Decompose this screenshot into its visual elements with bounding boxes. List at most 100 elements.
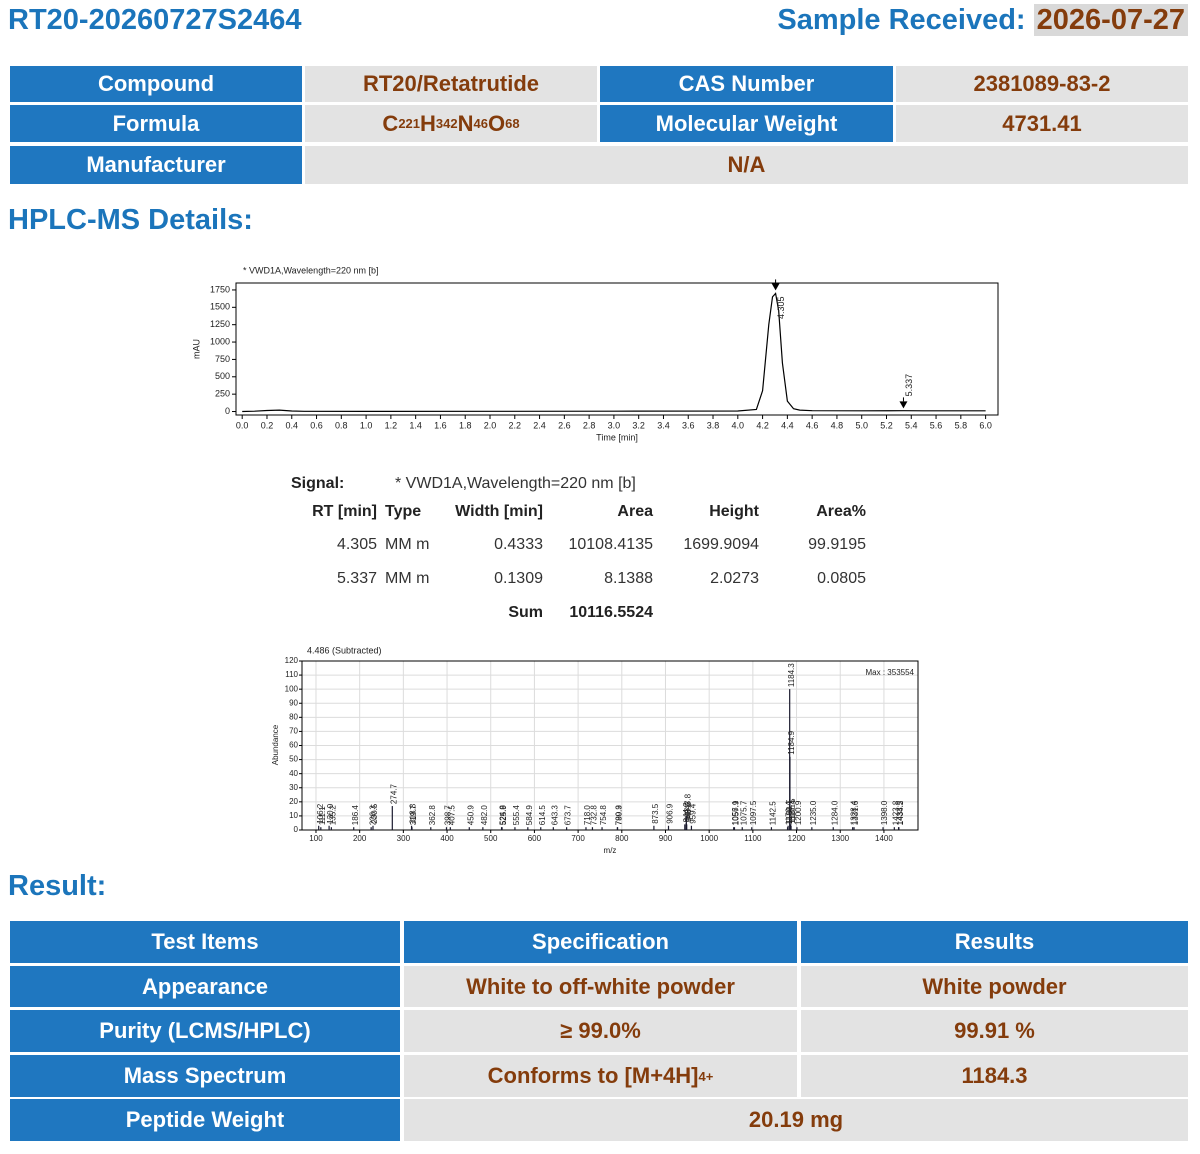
- column-header: Area%: [816, 503, 866, 520]
- x-tick-label: 400: [440, 834, 454, 843]
- sum: 10116.5524: [569, 604, 653, 621]
- x-tick-label: 5.2: [880, 420, 893, 430]
- received-label: Sample Received:: [777, 4, 1026, 36]
- y-tick-label: 80: [289, 712, 298, 721]
- peak-label: 1097.5: [749, 800, 758, 825]
- column-header: Height: [709, 503, 759, 520]
- peak-label: 1235.0: [809, 800, 818, 825]
- x-tick-label: 0.0: [236, 420, 249, 430]
- peak-label: 106.2: [316, 803, 325, 824]
- peak-label: 1184.3: [787, 663, 796, 687]
- x-tick-label: 1300: [831, 834, 849, 843]
- peak-label: 135.2: [328, 805, 337, 826]
- peak-label: 1434.2: [896, 800, 905, 825]
- peak-label: 643.3: [550, 805, 559, 826]
- x-tick-label: 1.0: [360, 420, 373, 430]
- peak-label: 318.8: [409, 803, 418, 824]
- peak-label: 319.7: [409, 805, 418, 826]
- x-tick-label: 4.6: [806, 420, 819, 430]
- x-tick-label: 3.2: [632, 420, 645, 430]
- peak-label: 944.2: [682, 802, 691, 823]
- peak-label: 718.0: [583, 805, 592, 826]
- peak-label: 1328.4: [850, 800, 859, 825]
- value-cell: 1184.3: [801, 1055, 1188, 1097]
- cell: 4.305: [336, 536, 377, 553]
- peak-label: 111.1: [318, 806, 327, 825]
- x-tick-label: 5.4: [905, 420, 918, 430]
- peak-marker: [899, 401, 908, 409]
- x-tick-label: 5.6: [930, 420, 943, 430]
- peak-label: 1433.5: [896, 800, 905, 825]
- x-tick-label: 0.6: [310, 420, 323, 430]
- formula: C 221 H 342 N 46 O 68: [305, 105, 597, 142]
- column-header: RT [min]: [312, 503, 377, 520]
- y-tick-label: 50: [289, 755, 298, 764]
- cell: 2.0273: [710, 570, 759, 587]
- y-tick-label: 110: [285, 670, 298, 679]
- x-tick-label: 2.6: [558, 420, 571, 430]
- peak-label: 959.4: [689, 803, 698, 824]
- cell: 0.4333: [494, 536, 543, 553]
- x-axis-label: m/z: [604, 846, 617, 855]
- value-cell: ≥ 99.0%: [404, 1010, 797, 1052]
- peak-label: 407.5: [447, 805, 456, 826]
- x-tick-label: 500: [484, 834, 498, 843]
- label-cell: Peptide Weight: [10, 1099, 400, 1141]
- x-tick-label: 0.4: [285, 420, 298, 430]
- peak-label: 1056.1: [731, 800, 740, 825]
- x-tick-label: 1200: [788, 834, 806, 843]
- label-cell: Compound: [10, 66, 302, 102]
- label-cell: Mass Spectrum: [10, 1055, 400, 1097]
- x-tick-label: 1400: [875, 834, 893, 843]
- x-tick-label: 3.4: [657, 420, 670, 430]
- x-tick-label: 700: [571, 834, 585, 843]
- peak-label: 948.6: [684, 802, 693, 823]
- peak-label: 732.8: [590, 805, 599, 826]
- peak-label: 906.9: [666, 803, 675, 824]
- peak-label: 450.9: [466, 805, 475, 826]
- peak-label: 789.9: [614, 805, 623, 826]
- y-axis-label: mAU: [191, 339, 201, 359]
- x-tick-label: 2.2: [509, 420, 522, 430]
- peak-label: 226.3: [368, 805, 377, 826]
- x-tick-label: 0.2: [261, 420, 274, 430]
- sum-label: Sum: [508, 604, 543, 621]
- value-cell: RT20/Retatrutide: [305, 66, 597, 102]
- peak-label: 398.7: [444, 805, 453, 826]
- peak-label: 754.8: [599, 805, 608, 826]
- y-tick-label: 0: [294, 825, 299, 834]
- value-cell: 99.91 %: [801, 1010, 1188, 1052]
- x-tick-label: 4.0: [732, 420, 745, 430]
- count: 46: [473, 116, 488, 131]
- x-tick-label: 2.0: [484, 420, 497, 430]
- cell: 1699.9094: [683, 536, 759, 553]
- x-tick-label: 100: [309, 834, 323, 843]
- peak-label: 673.7: [564, 805, 573, 826]
- x-tick-label: 200: [353, 834, 367, 843]
- peak-label: 873.5: [651, 803, 660, 824]
- header-cell: Test Items: [10, 921, 400, 963]
- peak-label: 614.5: [538, 805, 547, 826]
- chart-title: * VWD1A,Wavelength=220 nm [b]: [243, 265, 378, 275]
- header-cell: Results: [801, 921, 1188, 963]
- label-cell: Purity (LCMS/HPLC): [10, 1010, 400, 1052]
- count: 342: [435, 116, 458, 131]
- cell: 5.337: [336, 570, 377, 587]
- x-tick-label: 300: [397, 834, 411, 843]
- plot-frame: [301, 660, 919, 831]
- peak-marker: [771, 283, 780, 291]
- x-tick-label: 3.6: [682, 420, 695, 430]
- x-tick-label: 600: [528, 834, 542, 843]
- x-axis-label: Time [min]: [596, 432, 638, 442]
- sample-id: RT20-20260727S2464: [8, 4, 302, 36]
- peak-label: 1057.9: [732, 800, 741, 825]
- x-tick-label: 1.6: [434, 420, 447, 430]
- label-cell: CAS Number: [600, 66, 893, 102]
- signal-label: Signal:: [291, 475, 345, 492]
- peak-label: 1075.7: [739, 800, 748, 825]
- value-cell: 2381089-83-2: [896, 66, 1188, 102]
- peak-label: 525.9: [499, 805, 508, 826]
- peak-label: 186.4: [351, 805, 360, 826]
- x-tick-label: 0.8: [335, 420, 348, 430]
- y-tick-label: 750: [215, 354, 230, 364]
